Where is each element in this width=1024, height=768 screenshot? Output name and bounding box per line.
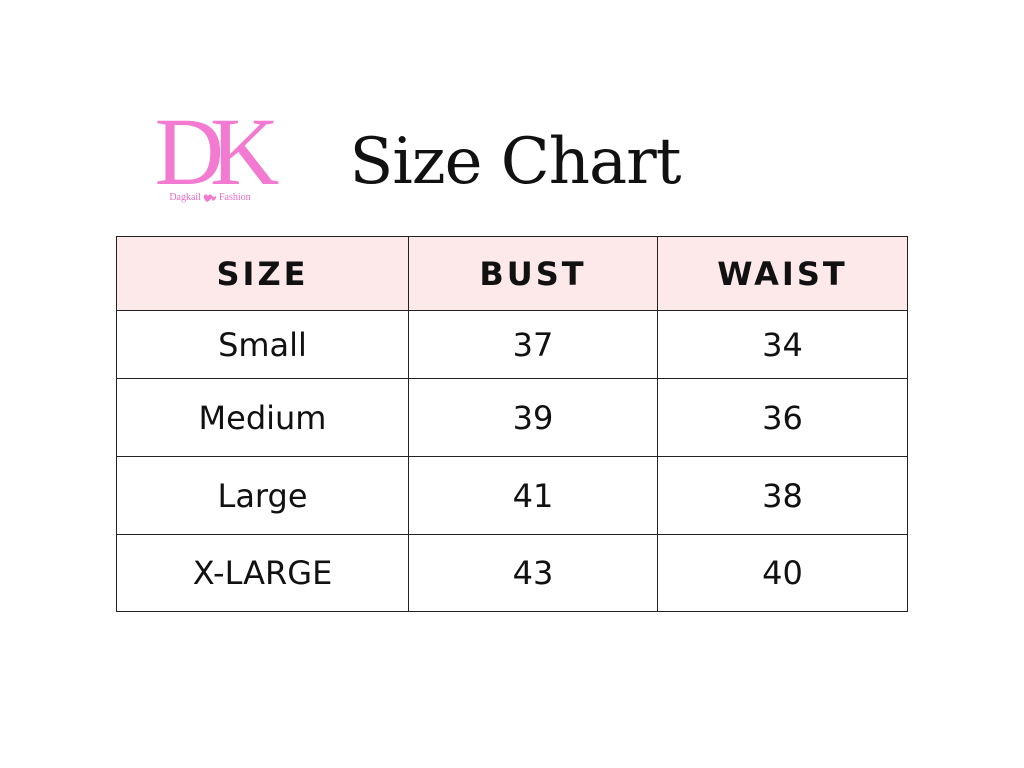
logo-tagline: Dagkail Fashion [152, 192, 268, 203]
tagline-right: Fashion [218, 192, 251, 203]
column-header: BUST [408, 236, 658, 311]
table-row: Small 37 34 [116, 310, 908, 379]
table-cell: 34 [657, 310, 908, 379]
column-header: WAIST [657, 236, 908, 311]
title: Size Chart [349, 125, 682, 199]
table-row: X-LARGE 43 40 [116, 534, 908, 612]
table-cell: 40 [657, 534, 908, 612]
table-cell: 36 [657, 378, 908, 457]
table-cell: 41 [408, 456, 658, 535]
table-cell: Small [116, 310, 409, 379]
table-cell: 39 [408, 378, 658, 457]
logo: DK Dagkail Fashion [152, 98, 280, 214]
tagline-left: Dagkail [169, 192, 201, 203]
table-cell: 37 [408, 310, 658, 379]
size-table: SIZE BUST WAIST Small 37 34 Medium 39 36 Large 41… [116, 236, 908, 612]
heart-icon [203, 194, 217, 202]
table-row: Large 41 38 [116, 456, 908, 535]
table-row: Medium 39 36 [116, 378, 908, 457]
table-cell: X-LARGE [116, 534, 409, 612]
column-header: SIZE [116, 236, 409, 311]
table-cell: Large [116, 456, 409, 535]
table-cell: Medium [116, 378, 409, 457]
table-cell: 38 [657, 456, 908, 535]
table-cell: 43 [408, 534, 658, 612]
logo-mark: DK [154, 98, 280, 205]
header-row: SIZE BUST WAIST [116, 236, 908, 311]
